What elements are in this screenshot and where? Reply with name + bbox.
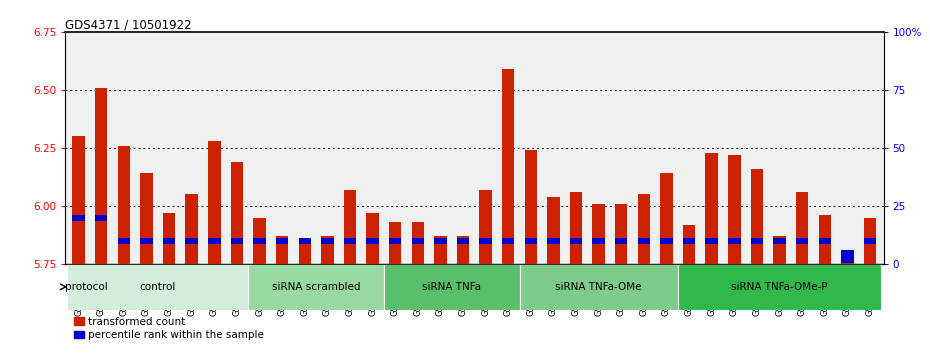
Bar [457, 236, 470, 264]
Bar [660, 173, 672, 264]
Bar [638, 239, 650, 244]
Bar [344, 239, 356, 244]
Bar [185, 239, 198, 244]
Text: siRNA TNFa: siRNA TNFa [422, 282, 481, 292]
Bar [751, 169, 764, 264]
Bar [276, 236, 288, 264]
Bar [683, 239, 696, 244]
Bar [253, 239, 266, 244]
Bar [796, 239, 808, 244]
Bar [683, 224, 696, 264]
Bar [389, 239, 402, 244]
Bar [95, 215, 108, 221]
Bar [706, 153, 718, 264]
Bar [321, 236, 334, 264]
Bar [185, 194, 198, 264]
Bar [728, 155, 740, 264]
Bar [163, 213, 176, 264]
Text: GDS4371 / 10501922: GDS4371 / 10501922 [65, 19, 192, 32]
Bar [366, 239, 379, 244]
Bar [520, 264, 678, 310]
Bar [248, 264, 384, 310]
Bar [547, 239, 560, 244]
Bar [389, 222, 402, 264]
Bar [502, 239, 514, 244]
Bar [231, 239, 243, 244]
Bar [773, 239, 786, 244]
Bar [773, 236, 786, 264]
Bar [299, 239, 311, 244]
Bar [615, 239, 628, 244]
Bar [525, 239, 537, 244]
Bar [841, 257, 854, 264]
Bar [344, 190, 356, 264]
Bar [678, 264, 882, 310]
Bar [118, 145, 130, 264]
Bar [276, 239, 288, 244]
Bar [706, 239, 718, 244]
Legend: transformed count, percentile rank within the sample: transformed count, percentile rank withi… [71, 313, 268, 344]
Bar [321, 239, 334, 244]
Bar [728, 239, 740, 244]
Bar [479, 190, 492, 264]
Bar [864, 218, 876, 264]
Bar [67, 264, 248, 310]
Bar [570, 239, 582, 244]
Bar [751, 239, 764, 244]
Bar [502, 69, 514, 264]
Bar [73, 215, 85, 221]
Bar [231, 162, 243, 264]
Bar [457, 239, 470, 244]
Bar [547, 197, 560, 264]
Bar [638, 194, 650, 264]
Bar [140, 173, 153, 264]
Bar [366, 213, 379, 264]
Bar [841, 250, 854, 263]
Bar [434, 236, 446, 264]
Text: control: control [140, 282, 176, 292]
Bar [208, 141, 220, 264]
Bar [412, 222, 424, 264]
Text: siRNA TNFa-OMe-P: siRNA TNFa-OMe-P [731, 282, 828, 292]
Bar [592, 204, 604, 264]
Bar [615, 204, 628, 264]
Bar [592, 239, 604, 244]
Text: siRNA TNFa-OMe: siRNA TNFa-OMe [555, 282, 642, 292]
Bar [570, 192, 582, 264]
Bar [525, 150, 537, 264]
Bar [118, 239, 130, 244]
Bar [864, 239, 876, 244]
Bar [163, 239, 176, 244]
Bar [796, 192, 808, 264]
Bar [434, 239, 446, 244]
Bar [253, 218, 266, 264]
Bar [208, 239, 220, 244]
Text: protocol: protocol [65, 282, 108, 292]
Bar [818, 215, 830, 264]
Bar [818, 239, 830, 244]
Bar [299, 243, 311, 264]
Bar [412, 239, 424, 244]
Bar [384, 264, 520, 310]
Bar [479, 239, 492, 244]
Bar [140, 239, 153, 244]
Bar [95, 87, 108, 264]
Text: siRNA scrambled: siRNA scrambled [272, 282, 360, 292]
Bar [73, 136, 85, 264]
Bar [660, 239, 672, 244]
